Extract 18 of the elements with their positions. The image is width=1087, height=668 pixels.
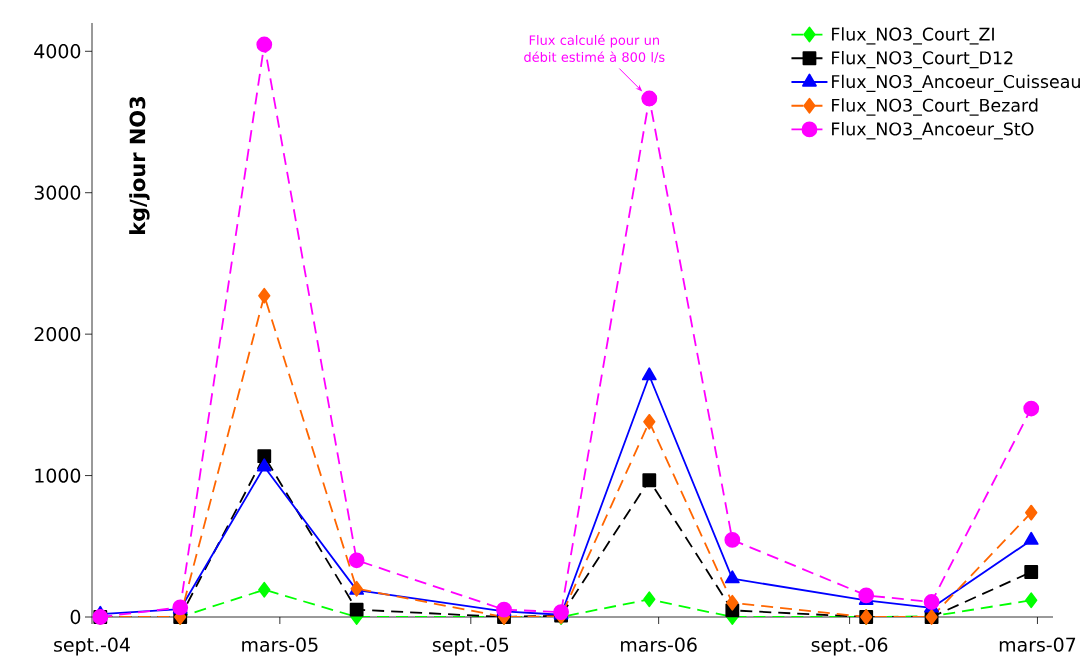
legend-label: Flux_NO3_Court_ZI <box>832 27 994 45</box>
y-tick-label: 4000 <box>34 44 81 59</box>
y-tick-label: 2000 <box>34 326 81 342</box>
x-tick-label: mars-06 <box>621 637 697 652</box>
legend-label: Flux_NO3_Court_D12 <box>832 50 1013 69</box>
y-tick-label: 3000 <box>34 185 81 200</box>
x-tick-label: sept.-06 <box>811 637 888 656</box>
y-axis-title: kg/jour NO3 <box>129 97 150 235</box>
x-tick-label: mars-05 <box>242 637 318 652</box>
legend-label: Flux_NO3_Ancoeur_StO <box>832 122 1034 140</box>
y-tick-label: 1000 <box>35 468 81 483</box>
legend-label: Flux_NO3_Court_Bezard <box>832 98 1038 116</box>
x-tick-label: sept.-04 <box>54 637 130 656</box>
x-tick-label: mars-07 <box>999 637 1076 652</box>
annotation: Flux calculé pour un débit estimé à 800 l/s <box>524 34 665 63</box>
x-tick-label: sept.-05 <box>432 637 509 656</box>
legend-label: Flux_NO3_Ancoeur_Cuisseau <box>832 74 1080 92</box>
y-tick-label: 0 <box>70 609 81 625</box>
